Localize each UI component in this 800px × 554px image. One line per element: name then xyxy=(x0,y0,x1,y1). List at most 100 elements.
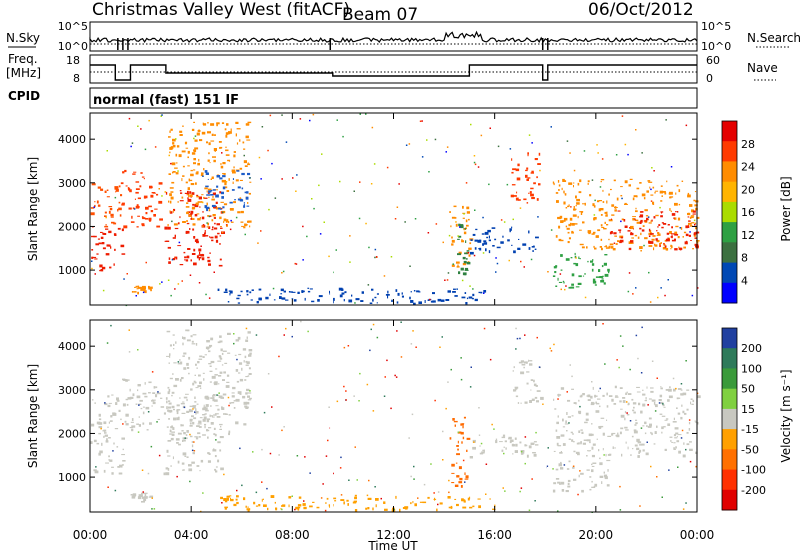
echo-cell xyxy=(571,388,574,390)
speckle-cell xyxy=(456,288,458,290)
echo-cell xyxy=(591,233,595,235)
echo-cell xyxy=(166,406,168,410)
echo-cell xyxy=(642,389,644,391)
echo-cell xyxy=(91,235,95,238)
speckle-cell xyxy=(421,156,424,158)
speckle-cell xyxy=(151,371,154,373)
speckle-cell xyxy=(258,156,261,159)
speckle-cell xyxy=(627,153,629,156)
echo-cell xyxy=(599,427,601,429)
echo-cell xyxy=(219,258,222,261)
echo-cell xyxy=(187,248,191,250)
echo-cell xyxy=(602,394,605,397)
echo-cell xyxy=(231,395,235,398)
echo-cell xyxy=(137,215,140,217)
speckle-cell xyxy=(465,182,468,184)
echo-cell xyxy=(126,379,130,381)
speckle-cell xyxy=(408,143,411,145)
echo-cell xyxy=(104,190,107,193)
echo-cell xyxy=(188,409,192,413)
echo-cell xyxy=(219,191,222,194)
echo-cell xyxy=(690,398,693,400)
speckle-cell xyxy=(160,115,162,117)
echo-cell xyxy=(488,239,491,242)
echo-cell xyxy=(298,496,302,499)
echo-cell xyxy=(511,184,516,186)
echo-cell xyxy=(193,169,196,171)
echo-cell xyxy=(101,266,106,270)
echo-cell xyxy=(121,253,126,255)
echo-cell xyxy=(221,196,224,199)
echo-cell xyxy=(624,426,628,429)
echo-cell xyxy=(193,121,195,123)
echo-cell xyxy=(196,255,199,259)
echo-cell xyxy=(410,291,412,293)
echo-cell xyxy=(371,288,374,291)
speckle-cell xyxy=(414,218,417,220)
echo-cell xyxy=(93,439,97,443)
speckle-cell xyxy=(193,137,195,140)
echo-cell xyxy=(222,393,227,396)
echo-cell xyxy=(451,264,455,267)
echo-cell xyxy=(136,288,139,290)
echo-cell xyxy=(153,386,156,389)
speckle-cell xyxy=(547,447,549,449)
speckle-cell xyxy=(627,290,630,293)
echo-cell xyxy=(480,291,483,294)
echo-cell xyxy=(453,205,457,208)
echo-cell xyxy=(652,235,656,237)
echo-cell xyxy=(189,435,193,438)
echo-cell xyxy=(269,293,271,296)
echo-cell xyxy=(622,400,626,403)
echo-cell xyxy=(225,132,229,135)
echo-cell xyxy=(517,247,521,250)
echo-cell xyxy=(121,203,125,206)
echo-cell xyxy=(515,395,519,398)
echo-cell xyxy=(96,421,101,425)
speckle-cell xyxy=(685,502,687,504)
echo-cell xyxy=(614,235,617,237)
echo-cell xyxy=(477,239,482,243)
speckle-cell xyxy=(483,327,486,330)
echo-cell xyxy=(642,449,645,452)
echo-cell xyxy=(204,354,207,356)
speckle-cell xyxy=(177,361,180,363)
echo-cell xyxy=(102,247,106,250)
echo-cell xyxy=(102,232,105,235)
echo-cell xyxy=(451,243,454,246)
echo-cell xyxy=(646,190,649,193)
echo-cell xyxy=(214,455,217,458)
echo-cell xyxy=(561,489,565,492)
echo-cell xyxy=(590,403,594,406)
echo-cell xyxy=(681,180,684,182)
echo-cell xyxy=(229,402,232,405)
echo-cell xyxy=(195,363,197,366)
echo-cell xyxy=(492,508,496,510)
echo-cell xyxy=(258,297,262,301)
echo-cell xyxy=(198,254,202,256)
echo-cell xyxy=(195,408,197,412)
echo-cell xyxy=(175,162,178,164)
speckle-cell xyxy=(227,396,230,399)
speckle-cell xyxy=(672,377,675,380)
echo-cell xyxy=(215,368,218,370)
echo-cell xyxy=(208,152,210,155)
echo-cell xyxy=(615,434,619,437)
speckle-cell xyxy=(618,366,620,369)
echo-cell xyxy=(241,187,244,190)
echo-cell xyxy=(186,410,190,413)
echo-cell xyxy=(228,178,230,181)
echo-cell xyxy=(485,248,487,252)
speckle-cell xyxy=(221,231,224,234)
echo-cell xyxy=(110,246,112,249)
echo-cell xyxy=(214,222,216,225)
echo-cell xyxy=(226,123,229,126)
echo-cell xyxy=(577,182,580,186)
echo-cell xyxy=(92,226,94,228)
echo-cell xyxy=(99,264,103,268)
echo-cell xyxy=(660,215,663,218)
echo-cell xyxy=(235,498,238,501)
echo-cell xyxy=(683,231,687,234)
echo-cell xyxy=(217,288,220,291)
echo-cell xyxy=(572,433,574,435)
